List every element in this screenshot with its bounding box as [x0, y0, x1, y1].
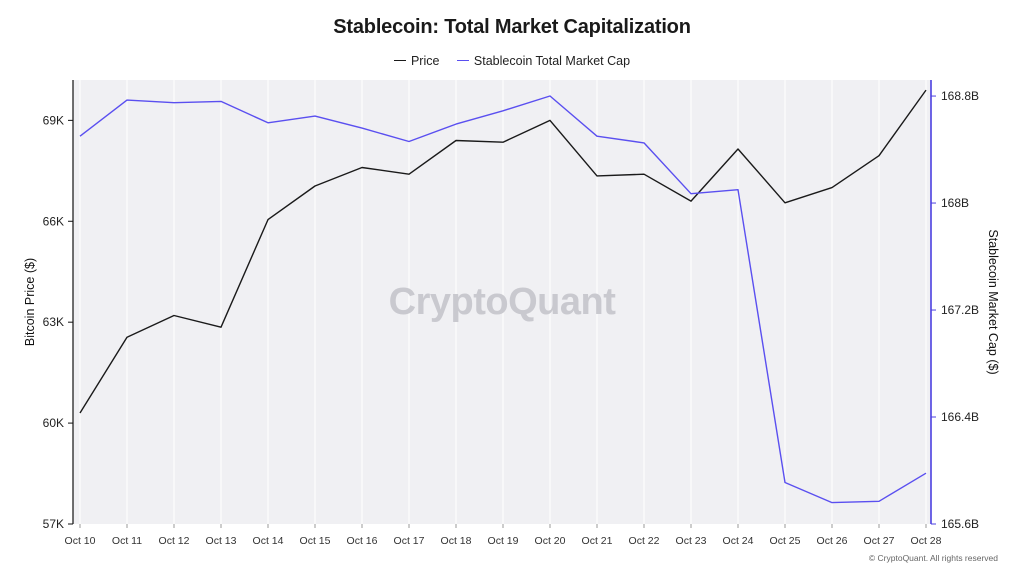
right-tick-label: 165.6B [941, 517, 979, 531]
left-tick-label: 69K [43, 113, 64, 127]
x-tick-label: Oct 19 [488, 535, 519, 547]
x-tick-label: Oct 11 [112, 535, 142, 547]
x-tick-label: Oct 14 [253, 535, 284, 547]
right-tick-label: 166.4B [941, 410, 979, 424]
chart-legend: Price Stablecoin Total Market Cap [0, 50, 1024, 68]
x-tick-label: Oct 27 [864, 535, 895, 547]
x-tick-label: Oct 17 [394, 535, 425, 547]
x-tick-label: Oct 28 [911, 535, 942, 547]
x-tick-label: Oct 12 [159, 535, 190, 547]
left-axis-title: Bitcoin Price ($) [23, 258, 37, 346]
left-axis-ticks: 57K 60K 63K 66K 69K [43, 113, 73, 531]
x-axis-ticks: Oct 10 Oct 11 Oct 12 Oct 13 Oct 14 Oct 15 Oct … [65, 524, 942, 547]
left-tick-label: 66K [43, 214, 64, 228]
gridlines [79, 80, 927, 524]
legend-item-stablecoin[interactable]: Stablecoin Total Market Cap [456, 53, 631, 68]
right-axis-title: Stablecoin Market Cap ($) [986, 229, 1000, 374]
copyright-notice: © CryptoQuant. All rights reserved [868, 553, 998, 563]
x-tick-label: Oct 26 [817, 535, 848, 547]
legend-swatch-stablecoin [456, 60, 469, 61]
x-tick-label: Oct 20 [535, 535, 566, 547]
series-line-stablecoin-market-cap[interactable] [79, 95, 927, 504]
left-tick-label: 63K [43, 315, 64, 329]
chart-title: Stablecoin: Total Market Capitalization [333, 16, 691, 38]
x-tick-label: Oct 15 [300, 535, 331, 547]
right-tick-label: 168.8B [941, 89, 979, 103]
x-tick-label: Oct 21 [582, 535, 613, 547]
x-tick-label: Oct 22 [629, 535, 660, 547]
left-tick-label: 60K [43, 416, 64, 430]
series-lines [79, 89, 927, 504]
x-tick-label: Oct 23 [676, 535, 707, 547]
plot-area [73, 80, 931, 524]
watermark-logo: CryptoQuant [389, 281, 617, 323]
x-tick-label: Oct 25 [770, 535, 801, 547]
right-tick-label: 167.2B [941, 303, 979, 317]
series-line-price[interactable] [79, 89, 927, 414]
right-tick-label: 168B [941, 196, 969, 210]
x-tick-label: Oct 16 [347, 535, 378, 547]
legend-label-price: Price [410, 53, 440, 68]
legend-label-stablecoin: Stablecoin Total Market Cap [473, 53, 631, 68]
legend-swatch-price [393, 60, 406, 61]
right-axis-ticks: 165.6B 166.4B 167.2B 168B 168.8B [931, 89, 979, 531]
x-tick-label: Oct 24 [723, 535, 754, 547]
legend-item-price[interactable]: Price [393, 53, 440, 68]
left-tick-label: 57K [43, 517, 64, 531]
x-tick-label: Oct 13 [206, 535, 237, 547]
x-tick-label: Oct 18 [441, 535, 472, 547]
x-tick-label: Oct 10 [65, 535, 96, 547]
